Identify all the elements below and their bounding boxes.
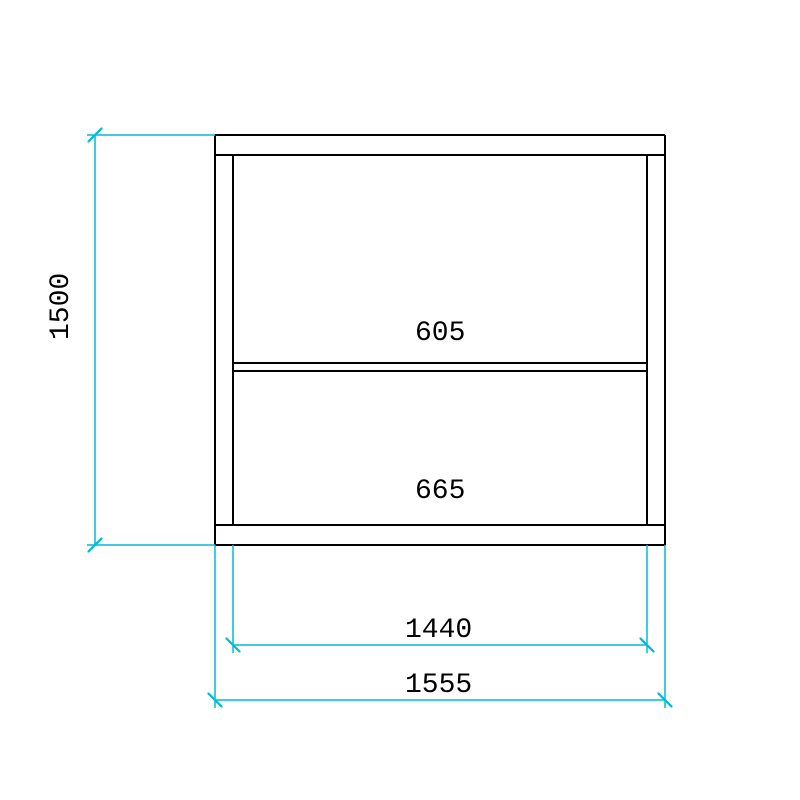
dim-label: 1440 bbox=[405, 615, 472, 646]
dim-label: 1500 bbox=[46, 273, 77, 340]
dim-label: 1555 bbox=[405, 670, 472, 701]
dimension-lines: 1500 1440 1555 605 665 bbox=[46, 135, 665, 708]
dim-label: 665 bbox=[415, 476, 465, 507]
dimension-drawing: 1500 1440 1555 605 665 bbox=[0, 0, 800, 800]
dim-label: 605 bbox=[415, 318, 465, 349]
